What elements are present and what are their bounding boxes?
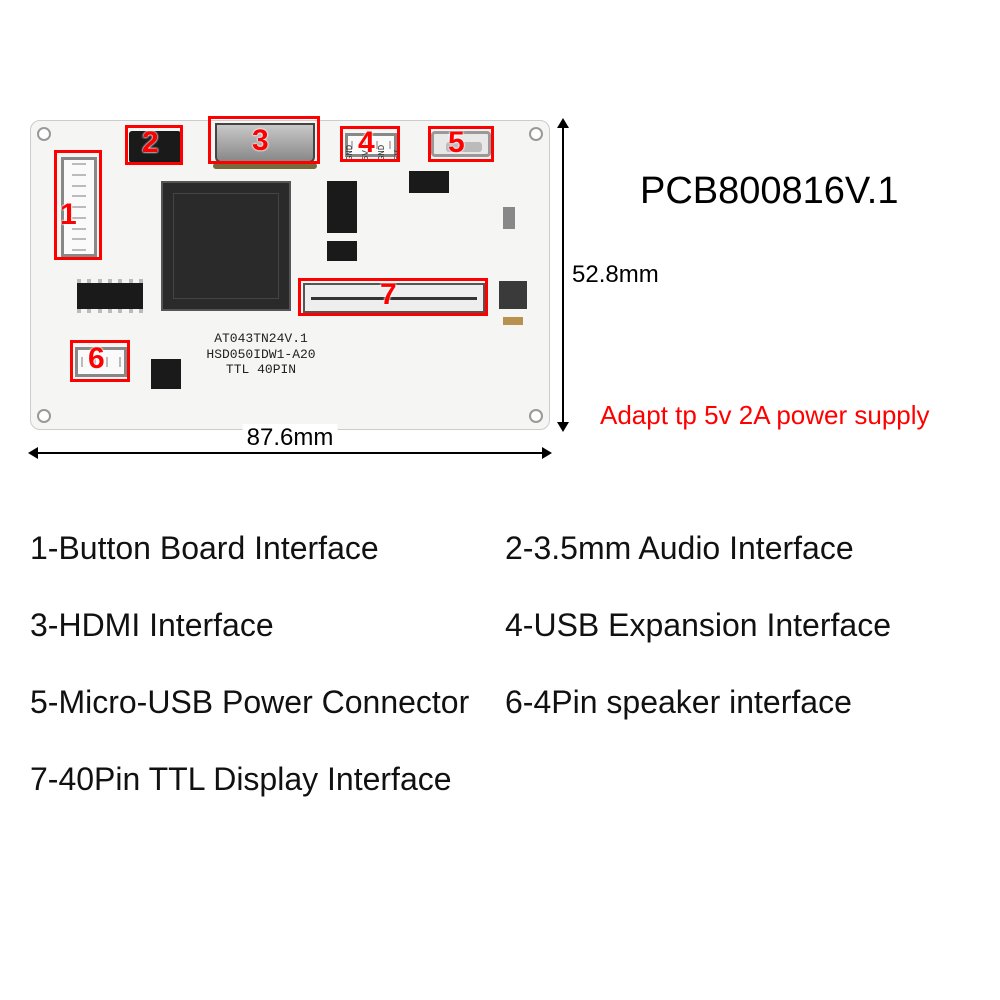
callout-number-3: 3 — [252, 124, 269, 158]
silkscreen-text: AT043TN24V.1 HSD050IDW1-A20 TTL 40PIN — [181, 331, 341, 378]
callout-number-1: 1 — [60, 198, 77, 232]
width-dimension: 87.6mm — [30, 452, 550, 454]
silk-line2: HSD050IDW1-A20 — [181, 347, 341, 363]
legend-item-3: 3-HDMI Interface — [30, 607, 495, 644]
legend: 1-Button Board Interface 2-3.5mm Audio In… — [30, 530, 970, 798]
mounting-hole — [529, 409, 543, 423]
callout-number-4: 4 — [358, 126, 375, 160]
legend-item-1: 1-Button Board Interface — [30, 530, 495, 567]
main-ic-chip — [161, 181, 291, 311]
inductor — [499, 281, 527, 309]
ic-small-2 — [327, 181, 357, 233]
legend-item-7: 7-40Pin TTL Display Interface — [30, 761, 970, 798]
callout-number-5: 5 — [448, 126, 465, 160]
pcb-diagram: GND 5V GND 5V — [30, 120, 600, 460]
mounting-hole — [37, 127, 51, 141]
legend-item-4: 4-USB Expansion Interface — [505, 607, 970, 644]
smd-part — [503, 207, 515, 229]
ic-soic — [77, 283, 143, 309]
power-note: Adapt tp 5v 2A power supply — [600, 400, 930, 431]
capacitor — [503, 317, 523, 325]
ic-small-3 — [327, 241, 357, 261]
width-value: 87.6mm — [243, 424, 338, 452]
legend-item-2: 2-3.5mm Audio Interface — [505, 530, 970, 567]
mounting-hole — [529, 127, 543, 141]
callout-number-6: 6 — [88, 342, 105, 376]
silk-line1: AT043TN24V.1 — [181, 331, 341, 347]
ic-small-4 — [151, 359, 181, 389]
callout-number-2: 2 — [142, 126, 159, 160]
legend-item-6: 6-4Pin speaker interface — [505, 684, 970, 721]
callout-number-7: 7 — [380, 278, 397, 312]
height-dimension: 52.8mm — [562, 120, 564, 430]
height-value: 52.8mm — [572, 261, 659, 289]
mounting-hole — [37, 409, 51, 423]
silk-line3: TTL 40PIN — [181, 362, 341, 378]
legend-item-5: 5-Micro-USB Power Connector — [30, 684, 495, 721]
ic-small-1 — [409, 171, 449, 193]
model-number: PCB800816V.1 — [640, 170, 899, 213]
pcb-board: GND 5V GND 5V — [30, 120, 550, 430]
